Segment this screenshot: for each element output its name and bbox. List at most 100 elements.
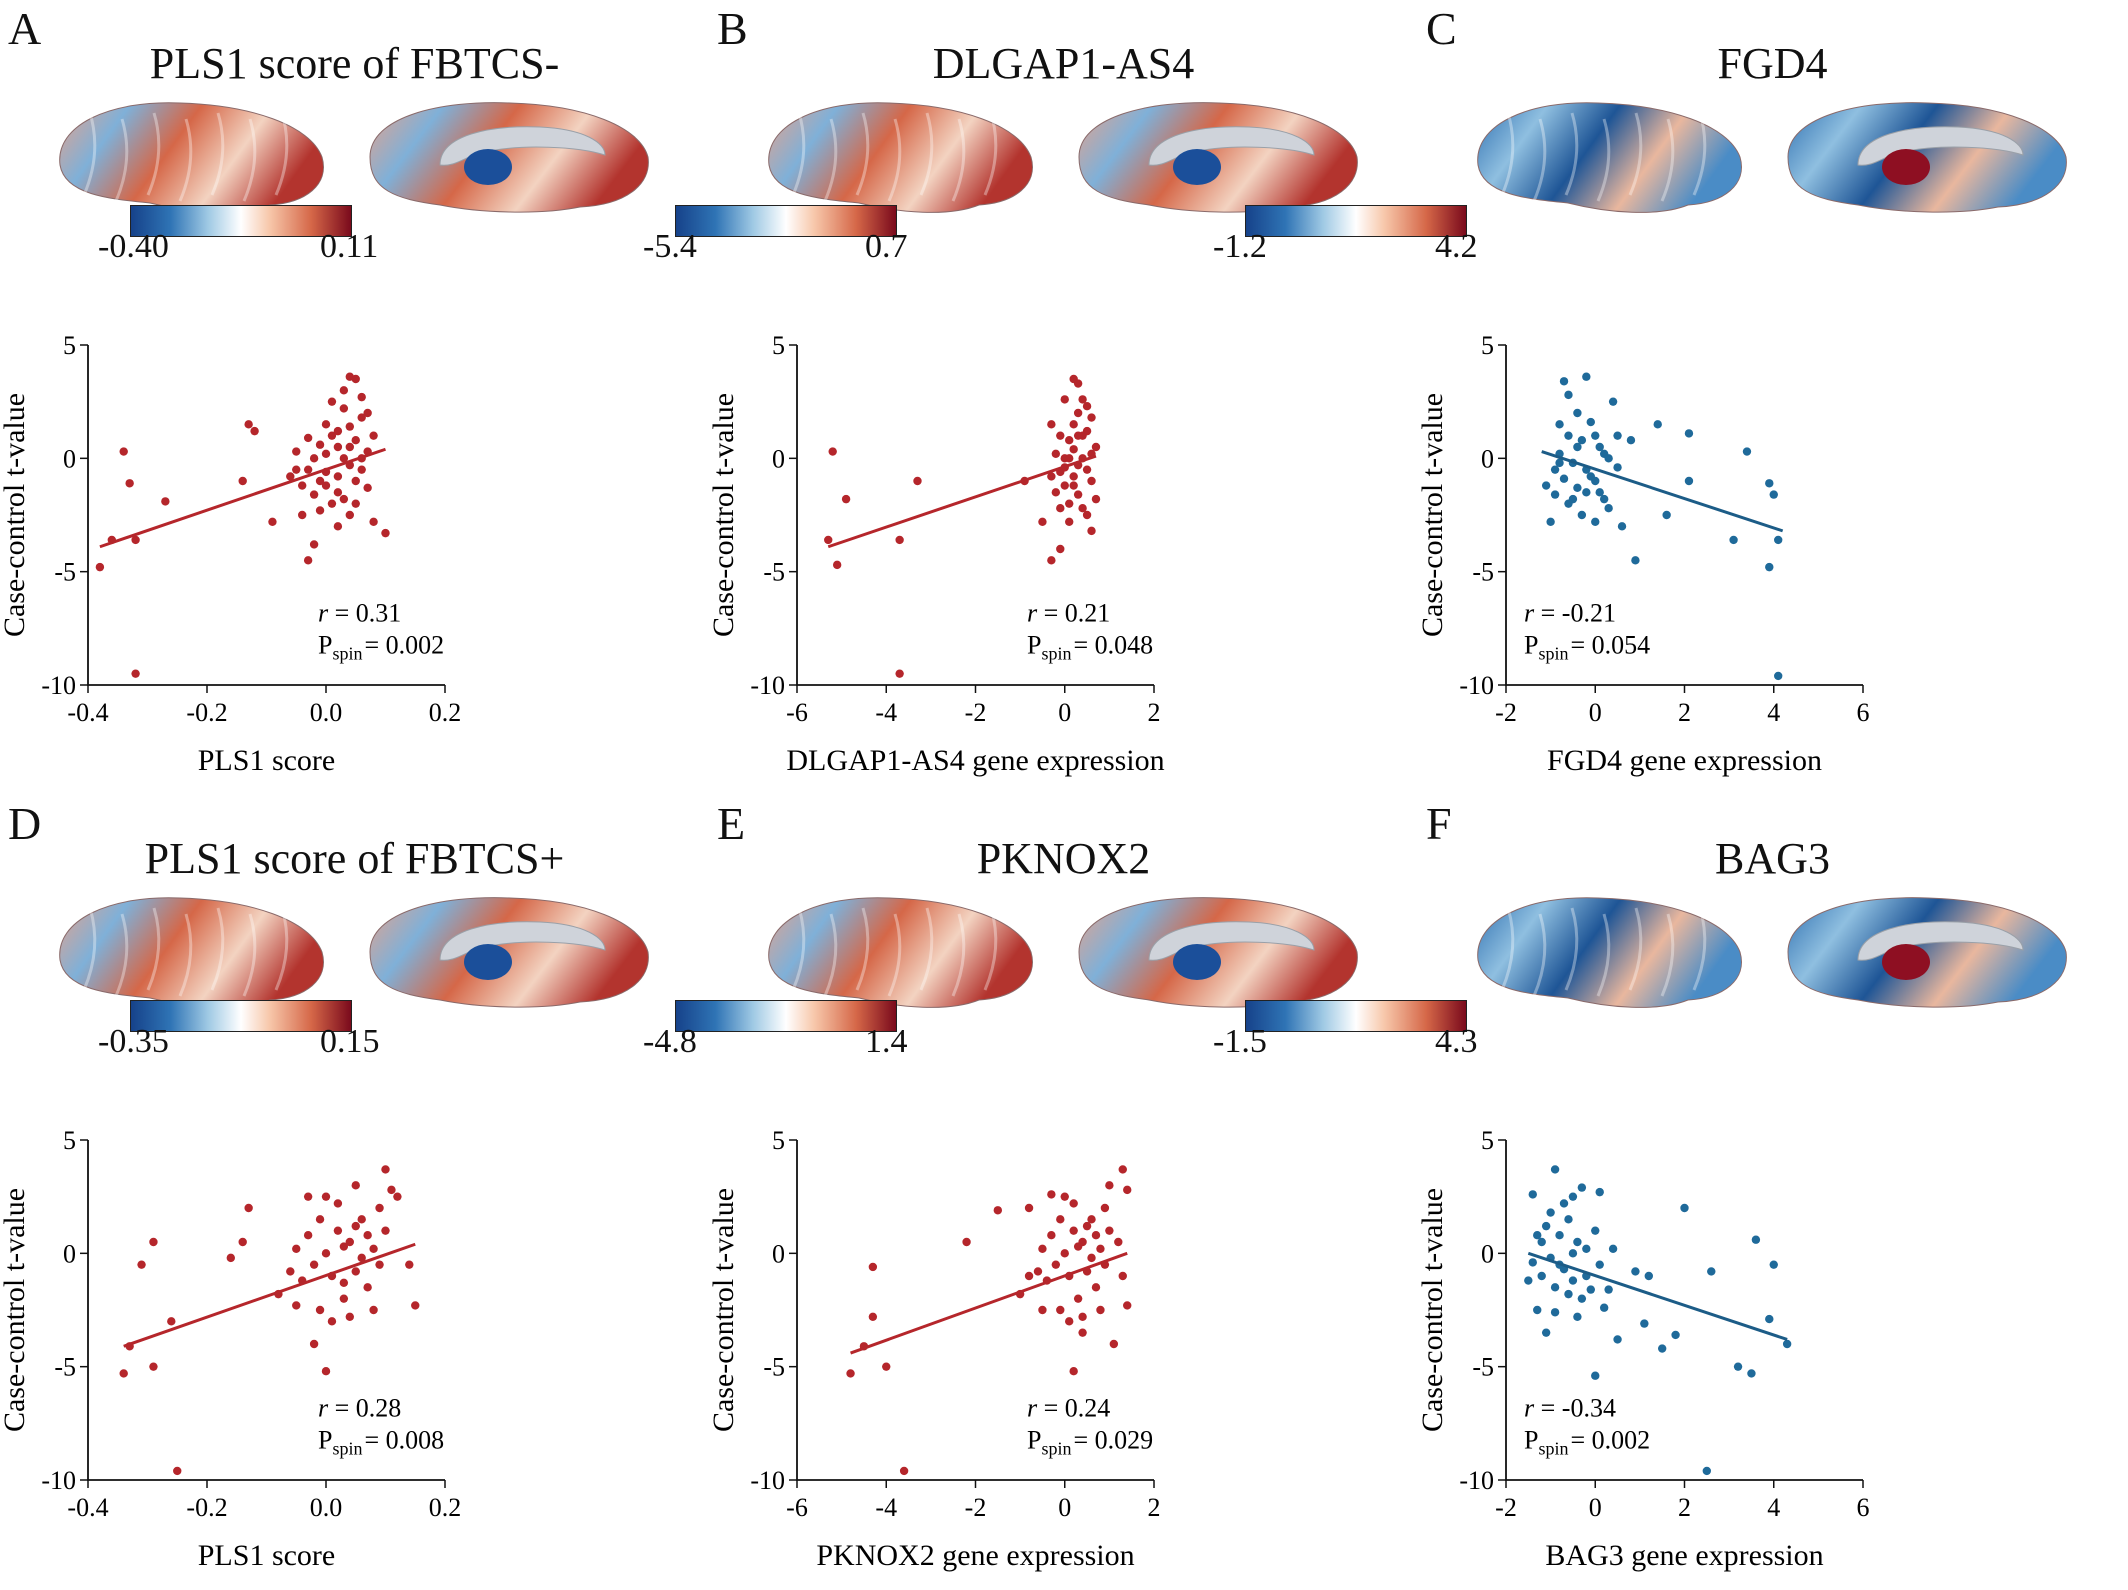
- data-point: [1073, 1294, 1083, 1303]
- colorbar-min-label: -0.35: [98, 1023, 169, 1060]
- data-point: [1555, 458, 1564, 468]
- data-point: [137, 1260, 146, 1269]
- stat-r-value: = 0.28: [328, 1394, 401, 1423]
- data-point: [333, 1226, 343, 1235]
- y-axis-label: Case-control t-value: [1416, 393, 1449, 637]
- data-point: [1060, 481, 1069, 490]
- data-point: [339, 494, 349, 504]
- x-tick-label: -4: [875, 1493, 897, 1522]
- stat-p-subscript: spin: [1538, 643, 1568, 663]
- brain-maps: [40, 95, 680, 225]
- stat-r: r = 0.31: [318, 599, 401, 628]
- x-tick-label: 0.2: [429, 698, 462, 727]
- data-point: [1065, 517, 1074, 526]
- regression-line: [1541, 450, 1784, 533]
- data-point: [315, 1305, 325, 1315]
- data-point: [1707, 1267, 1716, 1276]
- data-point: [1073, 408, 1083, 418]
- brain-medial-view: [369, 102, 649, 213]
- data-point: [1105, 1226, 1114, 1235]
- brain-lateral-view: [59, 897, 324, 1008]
- y-tick-label: 5: [1481, 331, 1494, 360]
- stat-p: Pspin= 0.054: [1524, 630, 1650, 663]
- data-point: [1568, 1192, 1578, 1201]
- x-tick-label: 0.0: [310, 698, 343, 727]
- brain-lateral-view: [1477, 102, 1742, 213]
- data-point: [1533, 1305, 1542, 1315]
- y-tick-label: 0: [63, 444, 76, 473]
- data-point: [298, 481, 307, 490]
- scatter-plot: 5 0 -5 -10-6 -4 -2 0 2 DLGAP1-AS4 gene expressio…: [707, 331, 1165, 777]
- panel-letter: D: [8, 798, 42, 849]
- brain-medial-view: [369, 897, 649, 1008]
- panel-title: FGD4: [1717, 39, 1828, 88]
- data-point: [1742, 447, 1752, 456]
- data-point: [1091, 494, 1101, 504]
- data-point: [149, 1237, 158, 1247]
- data-point: [363, 1231, 372, 1240]
- data-point: [895, 535, 904, 545]
- brain-maps: [40, 890, 680, 1020]
- x-tick-label: -2: [1495, 698, 1517, 727]
- data-point: [1555, 1231, 1564, 1240]
- x-tick-label: 2: [1678, 698, 1691, 727]
- data-point: [339, 404, 349, 413]
- data-point: [327, 431, 337, 440]
- data-point: [1604, 454, 1613, 463]
- data-point: [1729, 535, 1738, 545]
- y-tick-label: 0: [1481, 1239, 1494, 1268]
- data-point: [351, 436, 360, 445]
- data-point: [351, 476, 360, 486]
- data-point: [1069, 1367, 1078, 1376]
- panel-letter: B: [717, 3, 748, 54]
- data-point: [1631, 1267, 1640, 1276]
- brain-surface-maps: [59, 102, 649, 213]
- data-point: [1702, 1466, 1712, 1476]
- colorbar: [675, 1000, 897, 1032]
- y-tick-label: -5: [763, 1353, 785, 1382]
- data-point: [1096, 1305, 1105, 1315]
- data-point: [339, 386, 349, 395]
- data-point: [1640, 1319, 1649, 1328]
- x-axis-label: PLS1 score: [198, 744, 336, 777]
- x-tick-label: -0.2: [186, 1493, 227, 1522]
- data-point: [351, 1181, 360, 1190]
- data-point: [1087, 1253, 1096, 1263]
- data-point: [303, 1231, 313, 1240]
- y-tick-label: -10: [750, 671, 785, 700]
- stat-r: r = 0.24: [1027, 1394, 1110, 1423]
- panel-d: D PLS1 score of FBTCS+ -0.35 0.15 5 0 -5 -10 -0.…: [0, 795, 709, 1590]
- data-point: [1123, 1301, 1132, 1310]
- y-tick-label: 5: [772, 331, 785, 360]
- data-point: [161, 497, 170, 506]
- data-point: [309, 1339, 319, 1349]
- data-point: [303, 1192, 313, 1201]
- data-point: [1782, 1339, 1792, 1349]
- colorbar-max-label: 1.4: [865, 1023, 908, 1060]
- data-point: [1078, 395, 1087, 404]
- y-tick-label: -5: [763, 558, 785, 587]
- brain-maps: [1458, 890, 2098, 1020]
- data-point: [1056, 431, 1065, 440]
- data-point: [1060, 1192, 1069, 1201]
- data-point: [321, 481, 331, 490]
- x-tick-label: -0.4: [67, 698, 108, 727]
- data-point: [1123, 1185, 1132, 1195]
- data-point: [363, 1283, 372, 1292]
- data-point: [1056, 504, 1065, 513]
- data-point: [868, 1312, 878, 1321]
- brain-medial-view: [1787, 897, 2067, 1008]
- x-tick-label: -6: [786, 1493, 808, 1522]
- data-point: [333, 442, 343, 452]
- data-point: [1613, 1335, 1622, 1344]
- data-point: [321, 420, 331, 429]
- data-point: [292, 1301, 301, 1310]
- data-point: [292, 447, 301, 456]
- y-axis-label: Case-control t-value: [707, 1188, 740, 1432]
- data-point: [895, 669, 904, 678]
- data-point: [1582, 488, 1591, 497]
- data-point: [292, 465, 301, 474]
- data-point: [1671, 1330, 1680, 1340]
- brain-surface-maps: [1477, 897, 2067, 1008]
- data-point: [327, 1317, 337, 1326]
